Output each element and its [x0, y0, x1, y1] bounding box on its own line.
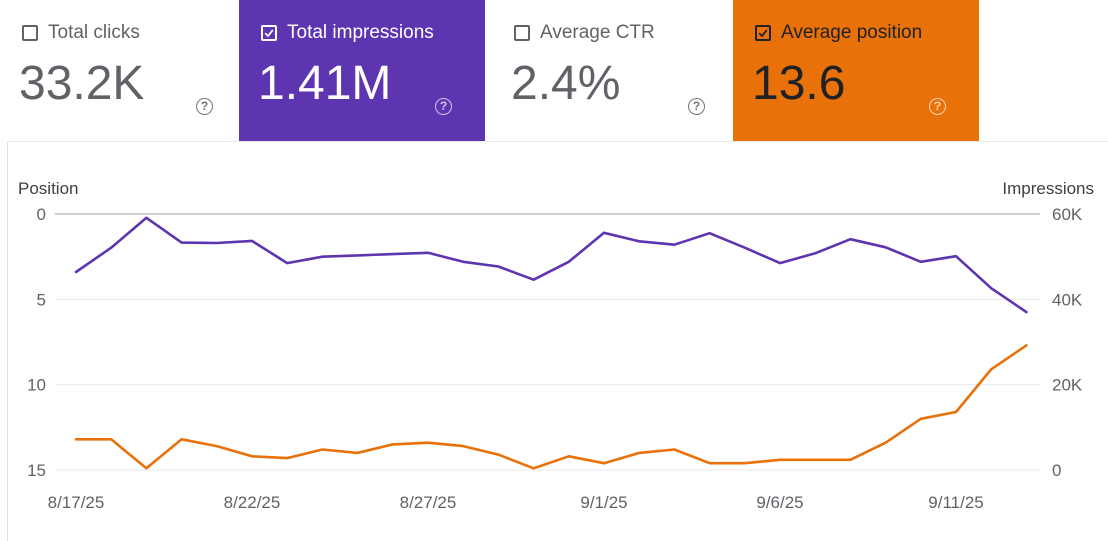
- x-tick-label: 9/11/25: [928, 493, 983, 512]
- total-clicks-label: Total clicks: [48, 22, 140, 43]
- x-tick-label: 8/22/25: [224, 493, 281, 512]
- average-ctr-value: 2.4%: [511, 57, 621, 110]
- impressions-series-line: [74, 216, 1028, 314]
- x-tick-label: 8/27/25: [400, 493, 457, 512]
- right-tick-label: 20K: [1052, 376, 1083, 395]
- left-tick-label: 10: [27, 376, 46, 395]
- chart-grid: [55, 213, 1040, 471]
- right-axis-title: Impressions: [1002, 179, 1094, 198]
- help-icon[interactable]: ?: [196, 98, 213, 115]
- chart-series: [74, 216, 1028, 470]
- right-tick-label: 60K: [1052, 205, 1083, 224]
- total-impressions-card[interactable]: Total impressions 1.41M ?: [239, 0, 485, 141]
- total-clicks-card[interactable]: Total clicks 33.2K ?: [0, 0, 246, 141]
- x-tick-label: 9/1/25: [580, 493, 627, 512]
- left-tick-label: 15: [27, 461, 46, 480]
- help-icon[interactable]: ?: [435, 98, 452, 115]
- average-ctr-card[interactable]: Average CTR 2.4% ?: [492, 0, 738, 141]
- x-tick-label: 8/17/25: [48, 493, 105, 512]
- cards-divider: [7, 141, 1108, 142]
- total-impressions-value: 1.41M: [258, 57, 392, 110]
- check-icon: [758, 29, 768, 38]
- right-tick-label: 40K: [1052, 290, 1083, 309]
- average-position-checkbox[interactable]: [755, 25, 771, 41]
- total-clicks-checkbox[interactable]: [22, 25, 38, 41]
- total-impressions-checkbox[interactable]: [261, 25, 277, 41]
- average-ctr-label: Average CTR: [540, 22, 655, 43]
- left-tick-label: 0: [37, 205, 46, 224]
- total-clicks-value: 33.2K: [19, 57, 145, 110]
- average-position-card[interactable]: Average position 13.6 ?: [733, 0, 979, 141]
- metric-cards: Total clicks 33.2K ? Total impressions 1…: [0, 0, 1108, 141]
- left-tick-label: 5: [37, 290, 46, 309]
- left-axis-title: Position: [18, 179, 78, 198]
- left-border: [7, 0, 8, 541]
- check-icon: [264, 29, 274, 38]
- right-tick-label: 0: [1052, 461, 1061, 480]
- average-ctr-checkbox[interactable]: [514, 25, 530, 41]
- help-icon[interactable]: ?: [929, 98, 946, 115]
- position-series-line: [74, 344, 1028, 470]
- average-position-value: 13.6: [752, 57, 846, 110]
- x-tick-label: 9/6/25: [756, 493, 803, 512]
- axis-ticks: 0 60K 5 40K 10 20K 15 0 8/17/25 8/22/25 8/27/25 9/1…: [27, 205, 1083, 512]
- help-icon[interactable]: ?: [688, 98, 705, 115]
- average-position-label: Average position: [781, 22, 923, 43]
- performance-chart: Position Impressions 0 60K 5 40K 10 20K 15 0 8/1…: [18, 179, 1094, 512]
- total-impressions-label: Total impressions: [287, 22, 434, 43]
